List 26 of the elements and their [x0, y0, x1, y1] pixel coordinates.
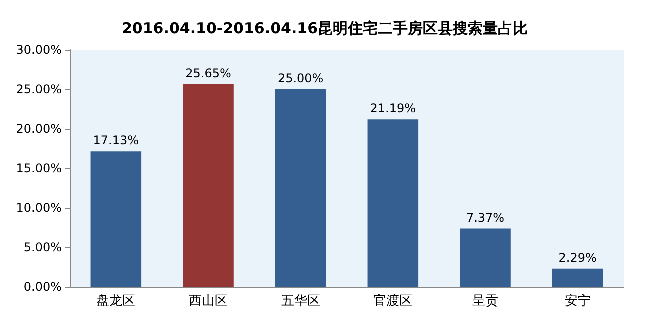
x-tick-label: 安宁 [564, 293, 591, 309]
y-tick-label: 25.00% [16, 82, 62, 96]
bar [275, 90, 326, 287]
bar [460, 228, 511, 287]
chart-title: 2016.04.10-2016.04.16昆明住宅二手房区县搜索量占比 [122, 20, 528, 38]
data-label: 7.37% [466, 210, 505, 225]
y-tick-label: 10.00% [16, 201, 62, 215]
bar [552, 268, 604, 287]
data-label: 21.19% [370, 102, 416, 116]
x-tick-label: 盘龙区 [96, 294, 136, 309]
y-tick-label: 5.00% [24, 240, 62, 254]
y-tick-label: 0.00% [24, 280, 62, 294]
x-tick-label: 五华区 [281, 294, 320, 309]
y-tick-label: 30.00% [16, 43, 62, 57]
data-label: 17.13% [93, 134, 140, 148]
bar [90, 152, 142, 287]
x-tick-label: 西山区 [189, 294, 228, 309]
data-label: 25.65% [186, 66, 232, 80]
data-label: 2.29% [558, 250, 597, 265]
y-tick-label: 20.00% [16, 122, 62, 136]
x-tick-label: 呈贡 [472, 294, 498, 309]
bar [368, 120, 419, 287]
x-tick-label: 官渡区 [374, 293, 413, 309]
data-label: 25.00% [278, 72, 324, 86]
bar [183, 84, 234, 287]
y-tick-label: 15.00% [16, 162, 62, 176]
